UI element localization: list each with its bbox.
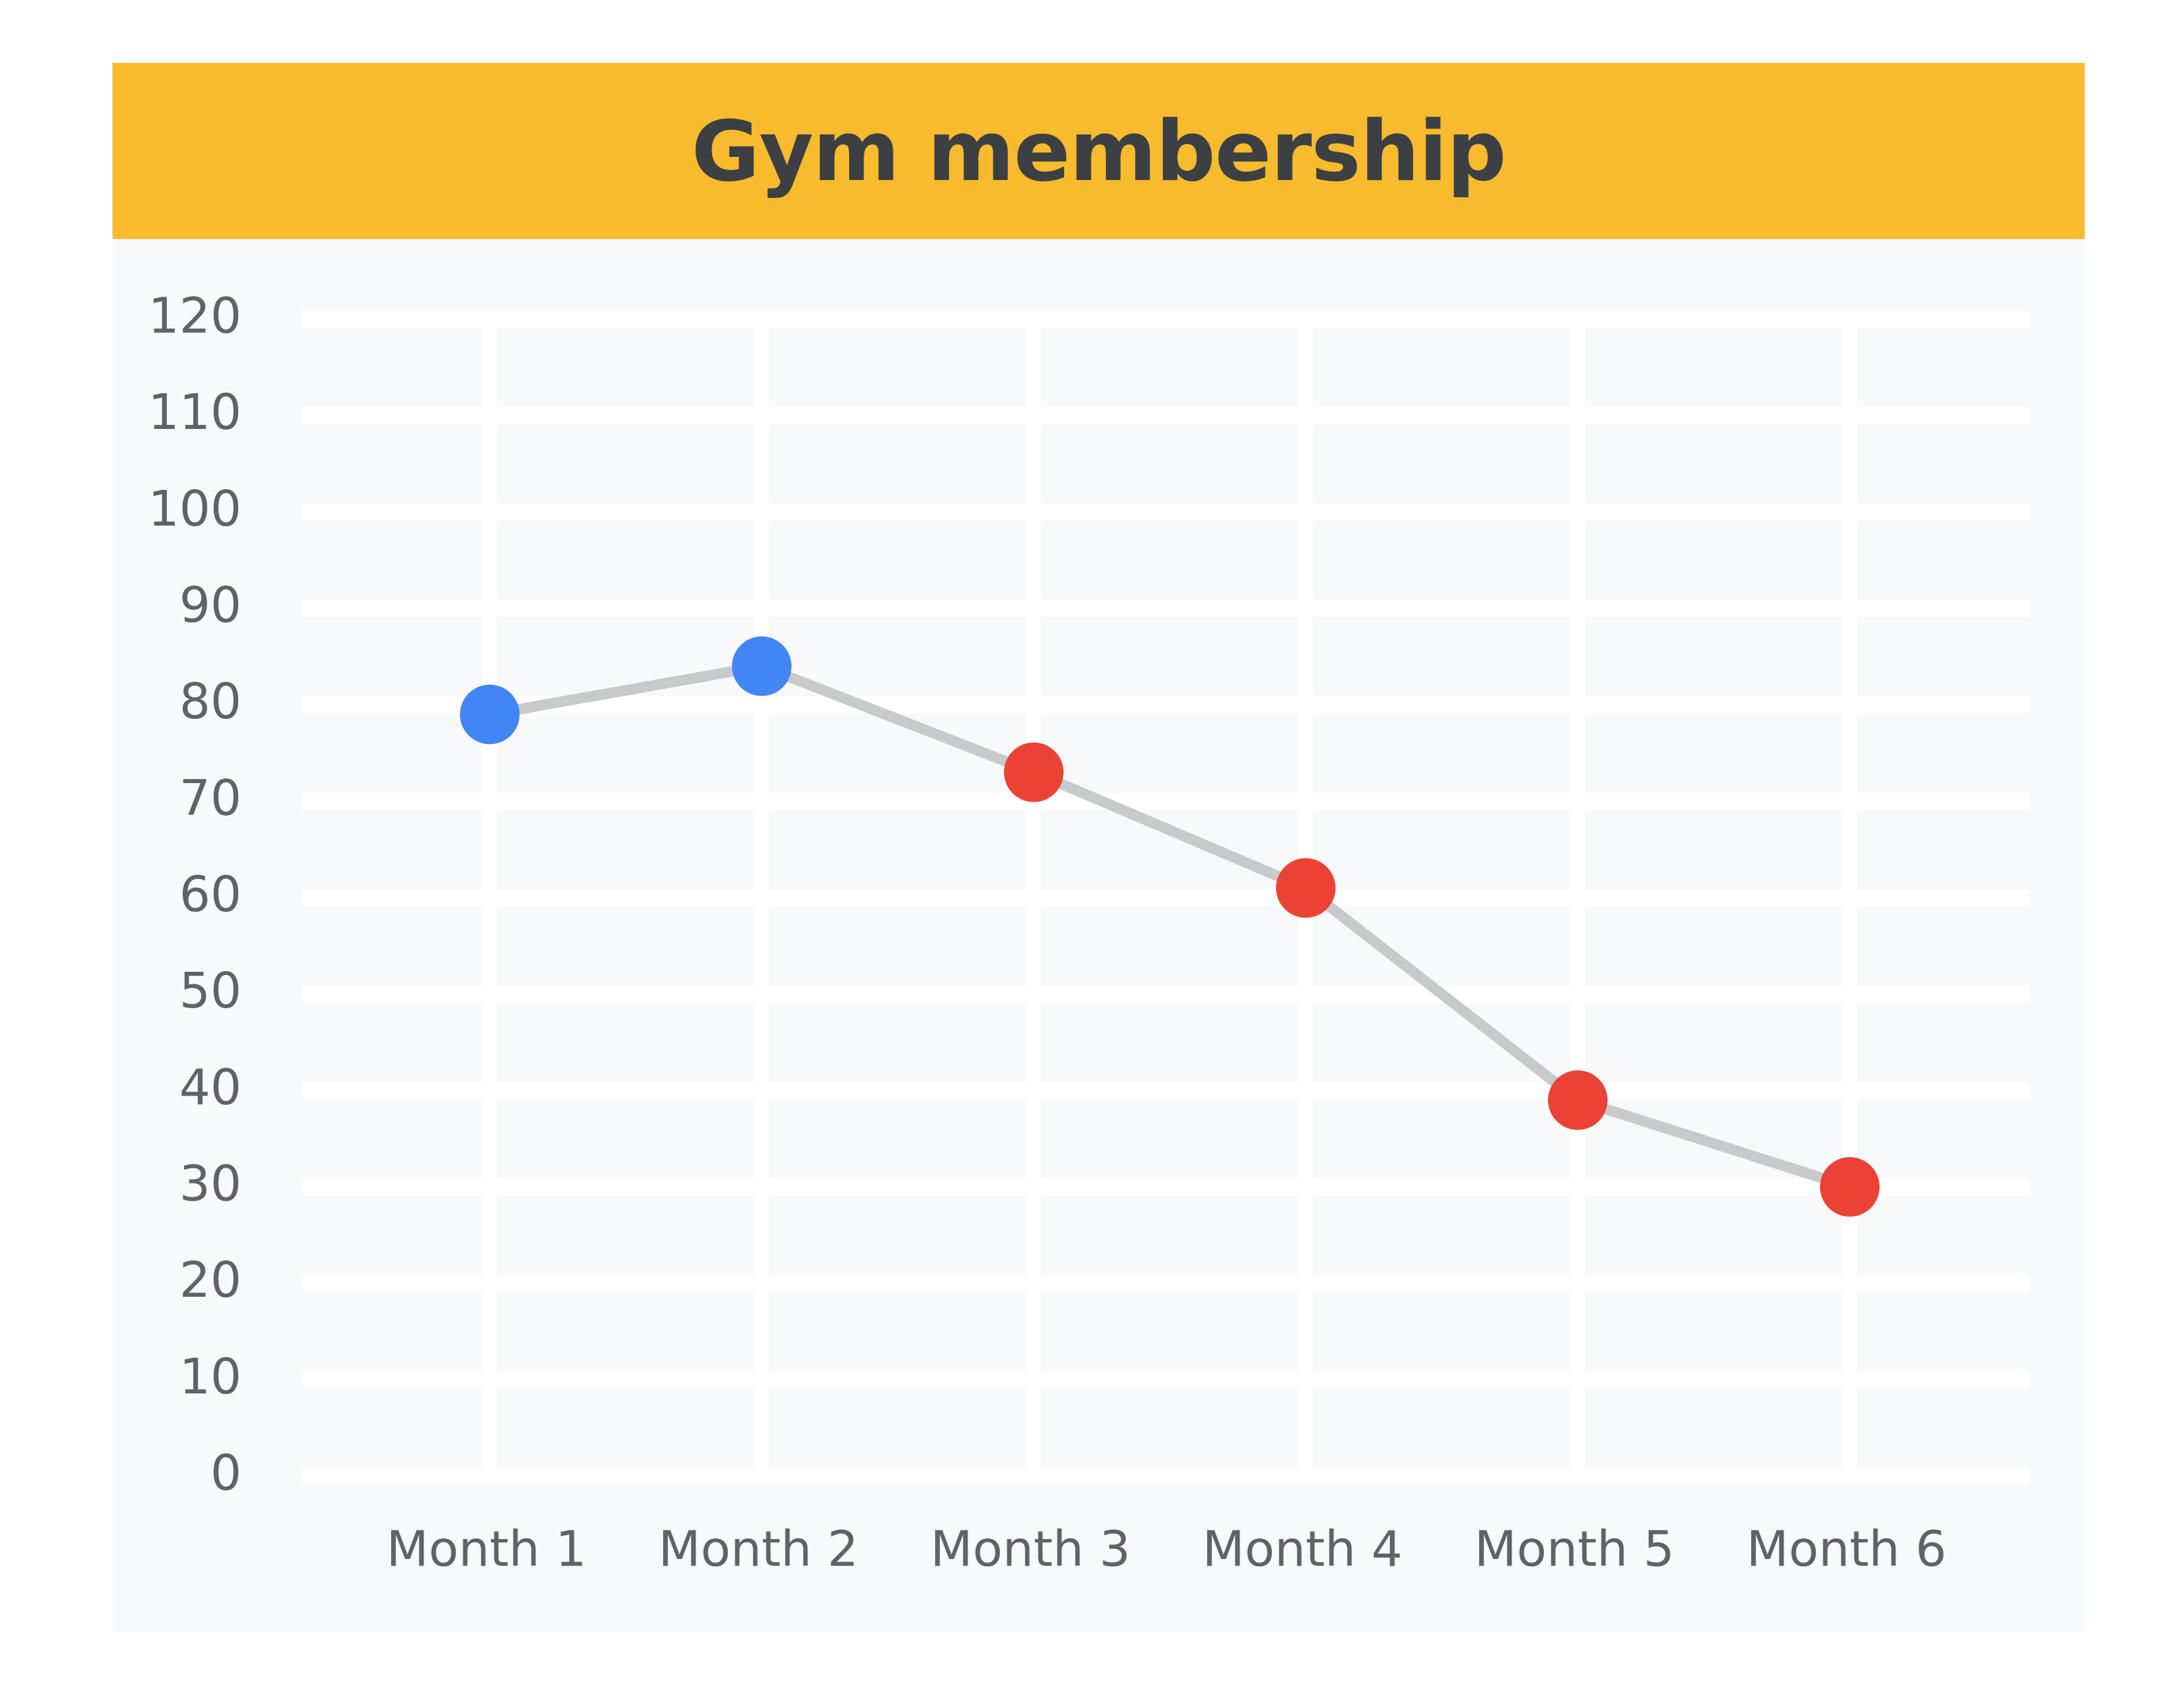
y-tick-label: 80: [179, 673, 242, 730]
y-tick-label: 0: [210, 1445, 242, 1502]
data-point: [460, 684, 520, 745]
y-axis-ticks: 0 10 20 30 40 50 60 70 80 90 100 110 120: [148, 288, 242, 1502]
y-tick-label: 10: [179, 1348, 242, 1405]
x-axis-ticks: Month 1 Month 2 Month 3 Month 4 Month 5 Month…: [387, 1521, 1947, 1578]
y-tick-label: 100: [148, 481, 242, 538]
x-tick-label: Month 1: [387, 1521, 587, 1578]
data-point: [1548, 1070, 1608, 1130]
y-tick-label: 60: [179, 867, 242, 923]
y-tick-label: 120: [148, 288, 242, 345]
x-tick-label: Month 5: [1475, 1521, 1675, 1578]
y-tick-label: 40: [179, 1059, 242, 1116]
x-tick-label: Month 6: [1747, 1521, 1947, 1578]
y-tick-label: 90: [179, 577, 242, 634]
y-tick-label: 50: [179, 962, 242, 1019]
chart-card: Gym membership 0 10 20 30 40 50 60 70 80 90 100 110…: [113, 63, 2085, 1632]
y-tick-label: 110: [148, 384, 242, 441]
x-tick-label: Month 4: [1203, 1521, 1403, 1578]
x-tick-label: Month 3: [931, 1521, 1131, 1578]
data-point: [1276, 858, 1336, 918]
data-point: [732, 636, 792, 696]
grid: [302, 310, 2029, 1485]
y-tick-label: 70: [179, 770, 242, 827]
title-bar: Gym membership: [113, 63, 2085, 239]
data-points: [460, 636, 1880, 1217]
y-tick-label: 30: [179, 1156, 242, 1213]
chart-title: Gym membership: [691, 102, 1507, 200]
series-line: [484, 661, 1855, 1192]
data-point: [1820, 1157, 1880, 1217]
data-point: [1004, 742, 1064, 802]
x-tick-label: Month 2: [659, 1521, 859, 1578]
y-tick-label: 20: [179, 1252, 242, 1309]
series-line-group: [484, 661, 1855, 1192]
